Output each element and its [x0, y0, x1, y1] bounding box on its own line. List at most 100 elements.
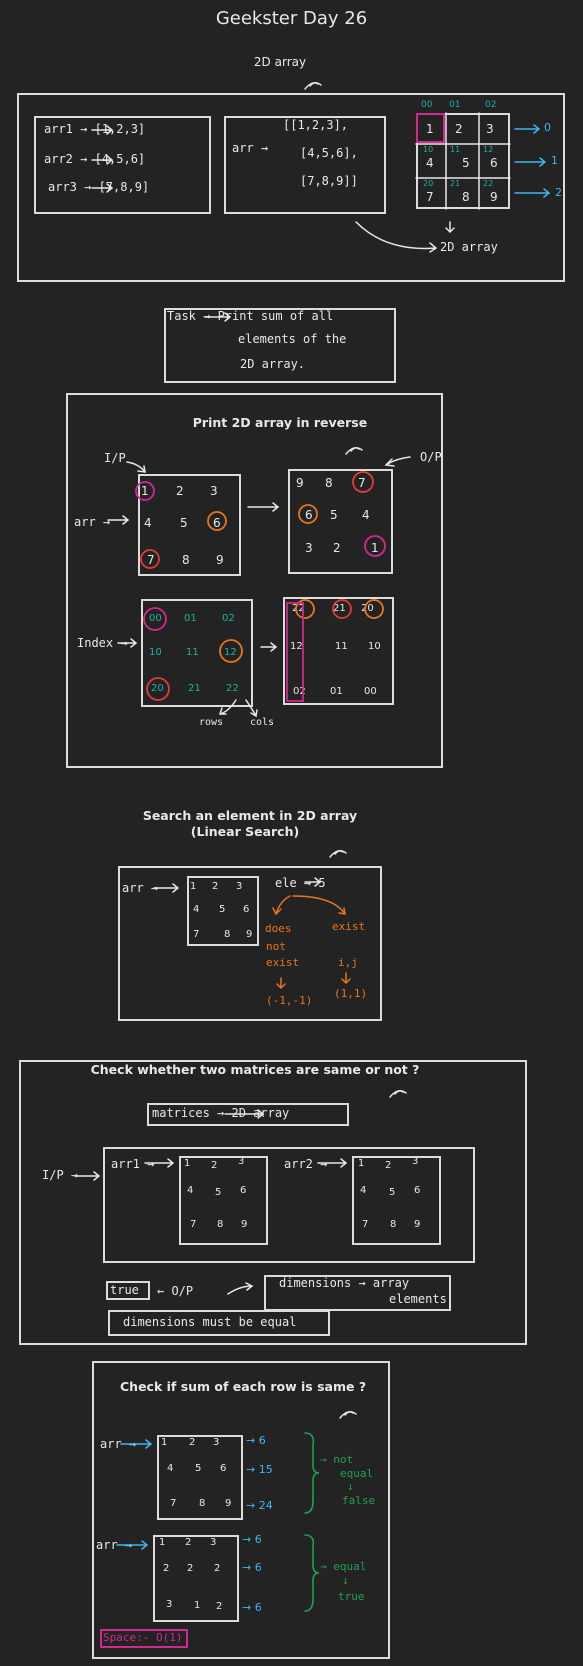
grid-cell: 3 [486, 122, 494, 136]
exist-1: exist [332, 920, 366, 933]
grid-index: 21 [450, 179, 461, 188]
highlight-cell [416, 113, 445, 143]
section-reverse-heading: Print 2D array in reverse [192, 415, 368, 430]
idx-in: 21 [188, 683, 201, 694]
nested-arr-label: arr → [232, 141, 269, 155]
task-line-2: elements of the [238, 332, 347, 346]
rowsum-arr2-label: arr → [96, 1538, 133, 1552]
not-exist-1: does [265, 922, 292, 935]
m2-cell: 7 [362, 1219, 369, 1230]
task-box [164, 308, 396, 383]
rs2-cell: 3 [210, 1537, 217, 1548]
in-cell: 6 [213, 516, 221, 530]
exist-2: i,j [338, 956, 358, 969]
grid-index: 20 [423, 179, 434, 188]
arr1-line: arr1 → [1,2,3] [44, 122, 146, 136]
in-cell: 9 [216, 553, 224, 567]
idx-in: 22 [226, 683, 239, 694]
space-label: Space:- O(1) [103, 1631, 183, 1644]
section-2d-array-heading: 2D array [253, 55, 307, 69]
col-index-00: 00 [421, 100, 433, 110]
rs1-cell: 1 [161, 1437, 168, 1448]
grid-cell: 1 [426, 122, 434, 136]
idx-out: 22 [292, 603, 305, 614]
grid-cell: 7 [426, 190, 434, 204]
reverse-arr-label: arr → [74, 515, 111, 529]
in-cell: 7 [147, 553, 155, 567]
arr3-line: arr3 → [7,8,9] [48, 180, 150, 194]
m1-cell: 1 [184, 1158, 191, 1169]
rs2-cell: 2 [163, 1563, 170, 1574]
equal-2: ↓ [342, 1574, 349, 1587]
in-cell: 1 [141, 484, 149, 498]
search-cell: 3 [236, 881, 243, 892]
arr2-line: arr2 → [4,5,6] [44, 152, 146, 166]
rowsum-grid1 [157, 1435, 243, 1520]
idx-in: 20 [151, 683, 164, 694]
separate-arrays-box [34, 116, 211, 214]
grid-cell: 5 [462, 156, 470, 170]
not-exist-3: exist [266, 956, 300, 969]
row-index-1: 1 [551, 154, 558, 167]
grid-cell: 9 [490, 190, 498, 204]
idx-in: 10 [149, 647, 162, 658]
rs2-sum: → 6 [242, 1601, 262, 1614]
m1-cell: 3 [238, 1156, 245, 1167]
rowsum-arr1-label: arr → [100, 1437, 137, 1451]
grid-index: 11 [450, 145, 461, 154]
elements-line: elements [389, 1292, 447, 1306]
matrices-input-box [103, 1147, 475, 1263]
not-exist-value: (-1,-1) [266, 994, 313, 1007]
out-cell: 9 [296, 476, 304, 490]
matrices-arr1: arr1 → [111, 1157, 155, 1171]
idx-out: 10 [368, 641, 381, 652]
out-cell: 5 [330, 508, 338, 522]
m2-cell: 4 [360, 1185, 367, 1196]
section-matrices-heading: Check whether two matrices are same or n… [90, 1062, 420, 1077]
in-cell: 8 [182, 553, 190, 567]
m1-cell: 7 [190, 1219, 197, 1230]
exist-value: (1,1) [334, 987, 368, 1000]
dimensions-box [264, 1275, 451, 1311]
task-line-1: Task → Print sum of all [167, 309, 334, 323]
rs2-cell: 1 [159, 1537, 166, 1548]
index-label: Index → [77, 636, 128, 650]
section-row-sum-heading: Check if sum of each row is same ? [120, 1379, 367, 1394]
idx-in: 00 [149, 613, 162, 624]
matrices-arr2: arr2 → [284, 1157, 328, 1171]
index-input-grid [141, 599, 253, 707]
rs2-cell: 2 [216, 1601, 223, 1612]
idx-in: 11 [186, 647, 199, 658]
rs2-sum: → 6 [242, 1561, 262, 1574]
rs1-cell: 9 [225, 1498, 232, 1509]
section-reverse [66, 393, 443, 768]
not-equal-3: ↓ [347, 1480, 354, 1493]
nested-line-1: [[1,2,3], [283, 118, 349, 132]
matrix1-grid [179, 1156, 268, 1245]
in-cell: 4 [144, 516, 152, 530]
headset-icon [304, 82, 407, 1419]
dimensions-line: dimensions → array [279, 1276, 410, 1290]
idx-out: 12 [290, 641, 303, 652]
rs1-cell: 5 [195, 1463, 202, 1474]
cols-label: cols [250, 717, 275, 728]
equal-1: → equal [320, 1560, 367, 1573]
row-index-2: 2 [555, 186, 562, 199]
rs2-cell: 3 [166, 1599, 173, 1610]
section-row-sum [92, 1361, 390, 1659]
rs2-cell: 1 [194, 1600, 201, 1611]
search-grid [187, 876, 259, 946]
true-box [106, 1281, 150, 1300]
nested-array-box [224, 116, 386, 214]
rs1-cell: 8 [199, 1498, 206, 1509]
out-cell: 6 [305, 508, 313, 522]
nested-line-3: [7,8,9]] [300, 174, 358, 188]
out-cell: 8 [325, 476, 333, 490]
rs1-cell: 6 [220, 1463, 227, 1474]
idx-in: 01 [184, 613, 197, 624]
equal-3: true [338, 1590, 365, 1603]
space-box [100, 1629, 188, 1648]
search-cell: 6 [243, 904, 250, 915]
grid-2d [416, 113, 510, 209]
rs2-cell: 2 [185, 1537, 192, 1548]
